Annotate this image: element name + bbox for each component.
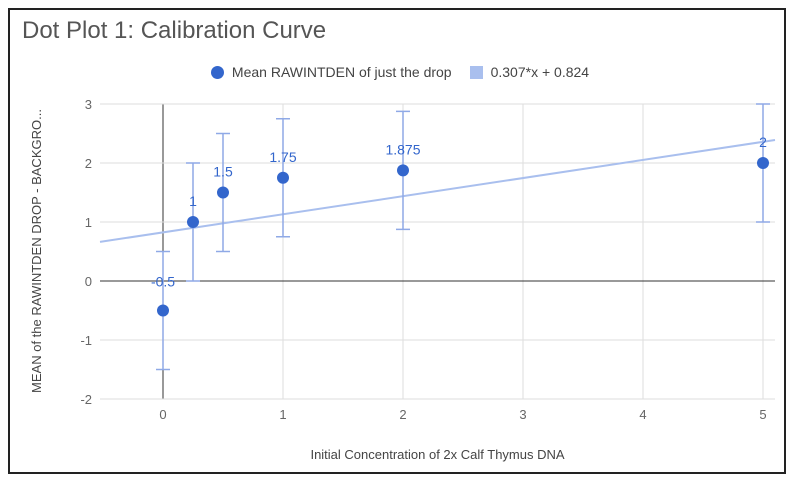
chart-frame	[8, 8, 786, 474]
chart-title: Dot Plot 1: Calibration Curve	[22, 17, 327, 44]
legend-item-trendline[interactable]: 0.307*x + 0.824	[469, 64, 590, 80]
x-tick-label: 3	[519, 407, 526, 422]
y-tick-label: -2	[80, 392, 92, 407]
x-tick-label: 5	[759, 407, 766, 422]
data-point	[397, 164, 409, 177]
y-axis-label: MEAN of the RAWINTDEN DROP - BACKGRO...	[29, 109, 44, 393]
data-point	[157, 304, 169, 317]
data-point	[187, 216, 199, 228]
legend-dot-icon	[210, 65, 224, 79]
data-label: -0.5	[151, 274, 175, 290]
legend-square-icon	[469, 65, 483, 79]
data-point	[277, 171, 289, 184]
data-label: 1.75	[269, 149, 296, 165]
x-tick-label: 4	[639, 407, 646, 422]
x-tick-label: 1	[279, 407, 286, 422]
data-point	[757, 157, 769, 169]
x-tick-label: 2	[399, 407, 406, 422]
data-label: 1.5	[213, 164, 233, 180]
legend-label-trendline: 0.307*x + 0.824	[490, 64, 590, 80]
y-tick-label: -1	[80, 333, 92, 348]
legend-label-series: Mean RAWINTDEN of just the drop	[231, 64, 452, 80]
data-label: 2	[759, 134, 767, 150]
trendline	[99, 139, 776, 243]
data-point	[217, 186, 229, 199]
data-label: 1.875	[385, 141, 420, 157]
x-tick-label: 0	[159, 407, 166, 422]
y-tick-label: 2	[85, 156, 92, 171]
y-tick-label: 0	[85, 274, 92, 289]
x-axis-label: Initial Concentration of 2x Calf Thymus …	[310, 447, 565, 462]
data-label: 1	[189, 193, 197, 209]
legend-item-series[interactable]: Mean RAWINTDEN of just the drop	[210, 64, 452, 80]
y-tick-label: 1	[85, 215, 92, 230]
legend: Mean RAWINTDEN of just the drop 0.307*x …	[0, 64, 800, 80]
y-tick-label: 3	[85, 97, 92, 112]
